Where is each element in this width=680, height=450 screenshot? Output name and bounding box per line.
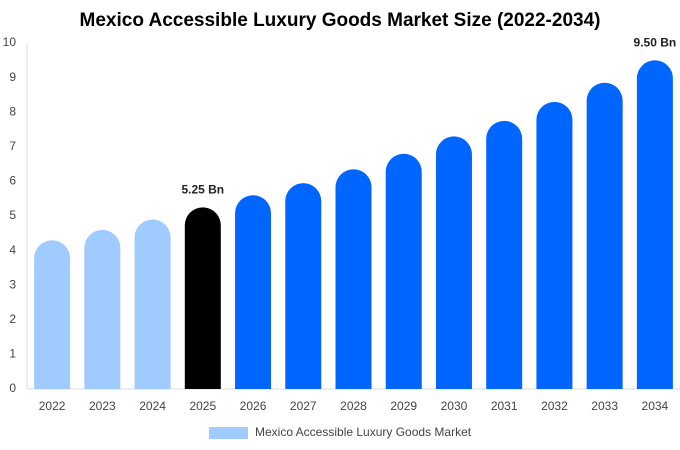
x-tick-label: 2033	[591, 399, 618, 413]
y-tick-label: 4	[9, 243, 16, 257]
x-tick-label: 2030	[441, 399, 468, 413]
bar	[235, 195, 272, 389]
y-tick-label: 6	[9, 174, 16, 188]
y-tick-label: 10	[3, 35, 17, 49]
bar	[385, 153, 422, 389]
bar	[536, 101, 573, 389]
bar	[586, 82, 623, 389]
y-tick-label: 1	[9, 347, 16, 361]
x-tick-label: 2023	[89, 399, 116, 413]
x-tick-label: 2024	[139, 399, 166, 413]
x-tick-label: 2029	[390, 399, 417, 413]
x-tick-label: 2034	[642, 399, 669, 413]
legend-swatch	[209, 427, 248, 439]
y-tick-label: 9	[9, 70, 16, 84]
value-label: 9.50 Bn	[634, 35, 677, 49]
x-tick-label: 2032	[541, 399, 568, 413]
bar	[335, 169, 372, 389]
bar	[134, 219, 171, 389]
legend-label: Mexico Accessible Luxury Goods Market	[255, 425, 472, 439]
x-tick-label: 2027	[290, 399, 317, 413]
x-tick-label: 2022	[39, 399, 66, 413]
y-tick-label: 3	[9, 277, 16, 291]
chart-title: Mexico Accessible Luxury Goods Market Si…	[80, 10, 601, 31]
y-tick-label: 2	[9, 312, 16, 326]
y-tick-label: 0	[9, 381, 16, 395]
value-label: 5.25 Bn	[181, 183, 224, 197]
bar	[285, 183, 322, 389]
bar	[636, 60, 673, 389]
y-tick-label: 8	[9, 104, 16, 118]
x-tick-label: 2028	[340, 399, 367, 413]
bar	[34, 240, 71, 389]
y-tick-label: 7	[9, 139, 16, 153]
bar	[184, 207, 221, 389]
x-tick-label: 2025	[189, 399, 216, 413]
x-tick-label: 2031	[491, 399, 518, 413]
bar	[435, 136, 472, 389]
y-tick-label: 5	[9, 208, 16, 222]
bar	[486, 120, 523, 389]
x-tick-label: 2026	[240, 399, 267, 413]
bar	[84, 229, 121, 389]
